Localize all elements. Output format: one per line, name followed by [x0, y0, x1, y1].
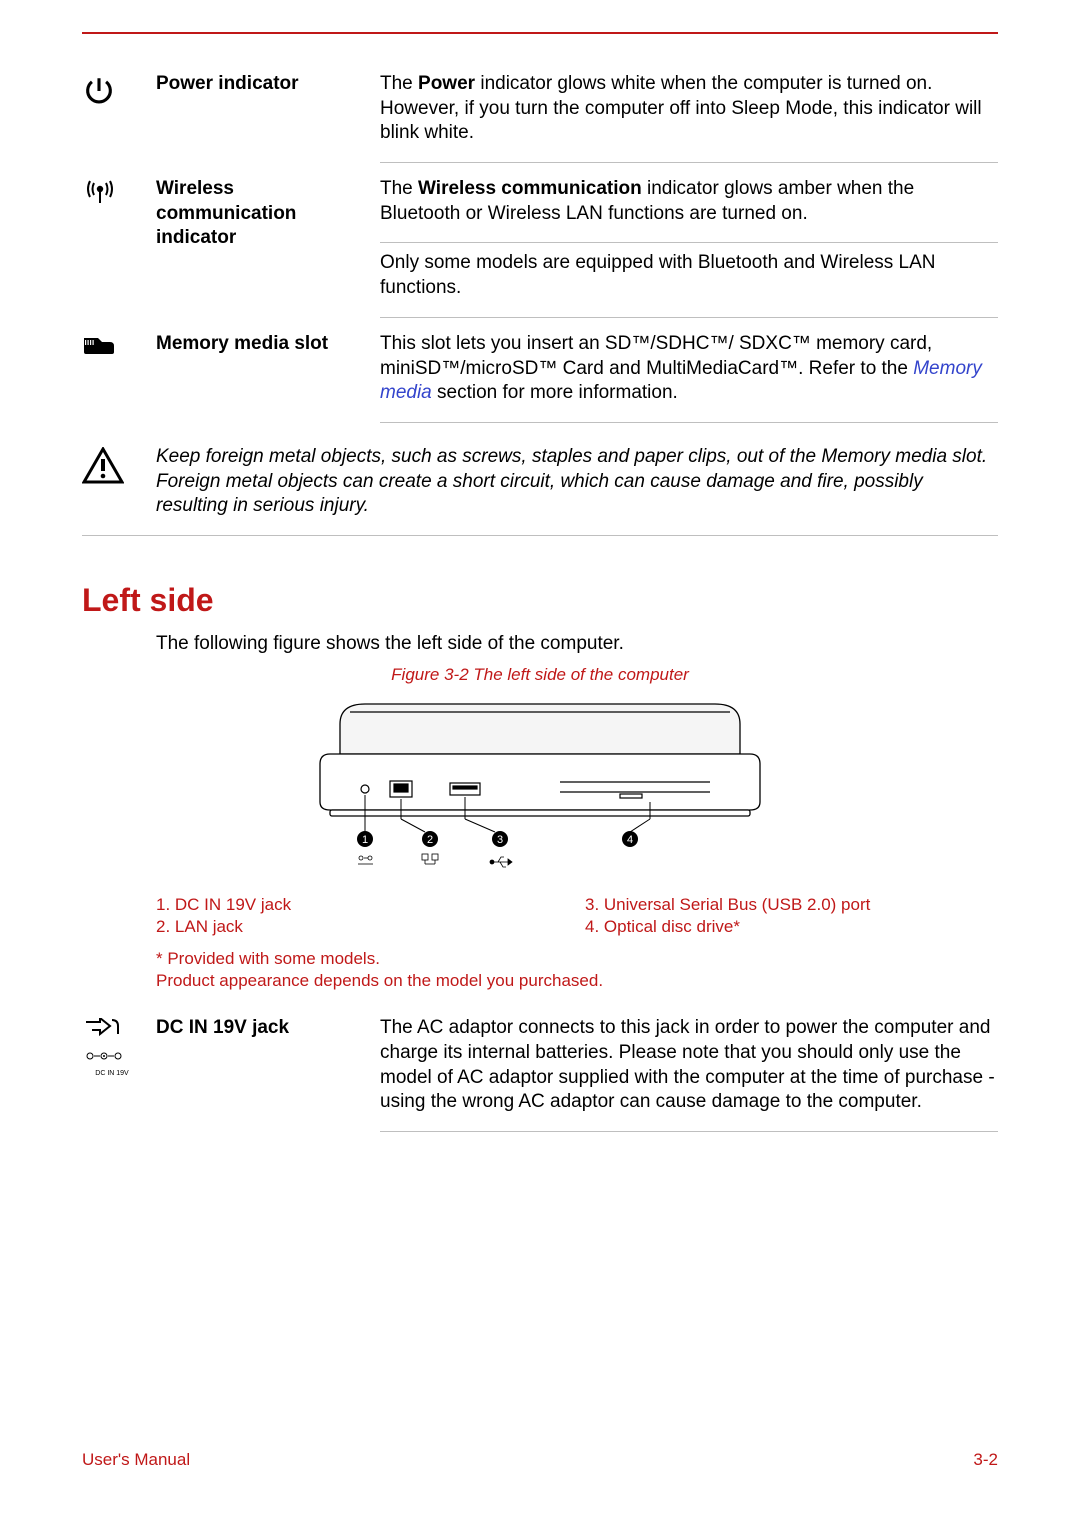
- footer-left: User's Manual: [82, 1449, 190, 1471]
- row-wireless: Wireless communication indicator The Wir…: [82, 177, 998, 318]
- section-heading: Left side: [82, 580, 998, 622]
- power-icon: [82, 74, 116, 108]
- page-footer: User's Manual 3-2: [82, 1449, 998, 1471]
- desc-wireless-2: Only some models are equipped with Bluet…: [380, 243, 998, 306]
- svg-text:3: 3: [497, 834, 503, 846]
- label-memory-media: Memory media slot: [156, 332, 366, 423]
- warning-block: Keep foreign metal objects, such as scre…: [82, 423, 998, 529]
- figure-legend: 1. DC IN 19V jack 2. LAN jack 3. Univers…: [156, 894, 998, 938]
- label-power-indicator: Power indicator: [156, 72, 366, 163]
- sd-icon: [82, 334, 118, 358]
- desc-dc-in: The AC adaptor connects to this jack in …: [380, 1016, 998, 1121]
- figure-caption: Figure 3-2 The left side of the computer: [82, 664, 998, 686]
- section-intro: The following figure shows the left side…: [156, 632, 998, 657]
- row-power-indicator: Power indicator The Power indicator glow…: [82, 72, 998, 163]
- legend-item-3: 3. Universal Serial Bus (USB 2.0) port: [585, 894, 998, 916]
- dc-in-icon: [82, 1018, 124, 1044]
- label-wireless: Wireless communication indicator: [156, 177, 366, 318]
- desc-memory-media: This slot lets you insert an SD™/SDHC™/ …: [380, 332, 998, 412]
- desc-power-indicator: The Power indicator glows white when the…: [380, 72, 998, 152]
- figure-left-side: 1 2 3 4: [82, 694, 998, 882]
- svg-text:2: 2: [427, 834, 433, 846]
- legend-item-1: 1. DC IN 19V jack: [156, 894, 569, 916]
- warning-rule: [82, 535, 998, 536]
- wireless-icon: [82, 179, 118, 205]
- warning-icon: [82, 447, 124, 485]
- legend-item-2: 2. LAN jack: [156, 916, 569, 938]
- legend-note: * Provided with some models. Product app…: [156, 948, 998, 992]
- desc-wireless-1: The Wireless communication indicator glo…: [380, 177, 998, 232]
- footer-right: 3-2: [973, 1449, 998, 1471]
- warning-text: Keep foreign metal objects, such as scre…: [156, 445, 998, 519]
- row-memory-media: Memory media slot This slot lets you ins…: [82, 332, 998, 423]
- legend-item-4: 4. Optical disc drive*: [585, 916, 998, 938]
- dc-in-sublabel: DC IN 19V: [82, 1069, 142, 1078]
- top-rule: [82, 32, 998, 34]
- label-dc-in: DC IN 19V jack: [156, 1016, 366, 1132]
- svg-text:4: 4: [627, 834, 633, 846]
- row-dc-in: DC IN 19V DC IN 19V jack The AC adaptor …: [82, 1016, 998, 1132]
- svg-text:1: 1: [362, 834, 368, 846]
